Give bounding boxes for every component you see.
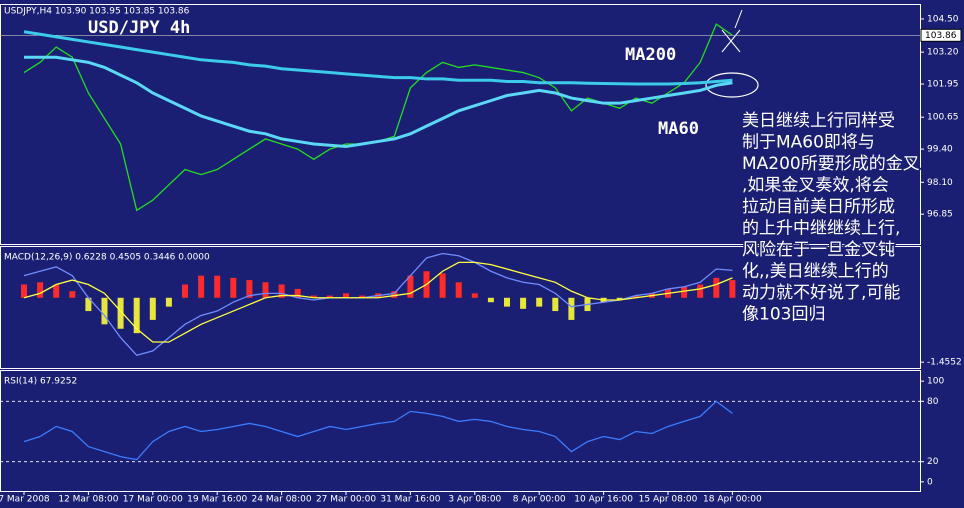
- histogram-bar: [487, 297, 494, 303]
- annotation-text: MA200所要形成的金叉: [742, 154, 920, 174]
- highlight-ellipse: [705, 72, 759, 98]
- histogram-bar: [246, 280, 253, 298]
- y-tick-label: 0: [927, 477, 933, 487]
- histogram-bar: [69, 291, 76, 298]
- series-line: [23, 252, 733, 357]
- histogram-bar: [439, 273, 446, 298]
- y-tick-label: -1.4552: [927, 358, 962, 368]
- histogram-bar: [310, 295, 317, 298]
- y-tick-label: 96.85: [927, 210, 953, 220]
- x-tick-label: 8 Apr 00:00: [513, 495, 566, 505]
- histogram-bar: [391, 291, 398, 298]
- y-tick-label: 20: [927, 457, 939, 467]
- chart-title: USD/JPY 4h: [88, 18, 190, 38]
- ma-label: MA60: [658, 119, 699, 139]
- histogram-bar: [198, 275, 205, 298]
- y-tick-label: 103.20: [927, 48, 959, 58]
- y-tick-label: 100.65: [927, 113, 959, 123]
- rsi-label: RSI(14) 67.9252: [4, 377, 77, 387]
- y-tick-label: 100: [927, 377, 944, 387]
- histogram-bar: [504, 297, 510, 307]
- annotation-text: 拉动目前美日所形成: [742, 197, 895, 217]
- annotation-text: ,如果金叉奏效,将会: [742, 176, 889, 196]
- x-tick-label: 27 Mar 00:00: [316, 495, 376, 505]
- annotation-text: 的上升中继继续上行,: [742, 219, 900, 239]
- histogram-bar: [326, 295, 333, 298]
- series-line: [23, 400, 733, 461]
- annotation-text: 动力就不好说了,可能: [742, 283, 900, 303]
- histogram-bar: [616, 297, 623, 300]
- histogram-bar: [697, 284, 704, 298]
- x-tick-label: 15 Apr 08:00: [639, 495, 698, 505]
- histogram-bar: [536, 297, 543, 307]
- histogram-bar: [681, 286, 688, 298]
- histogram-bar: [520, 297, 527, 309]
- histogram-bar: [294, 288, 301, 298]
- annotation-text: 风险在于一旦金叉钝: [742, 240, 895, 260]
- x-tick-label: 24 Mar 08:00: [252, 495, 312, 505]
- x-tick-label: 17 Mar 00:00: [123, 495, 183, 505]
- histogram-bar: [230, 277, 237, 298]
- y-tick-label: 98.10: [927, 178, 953, 188]
- x-tick-label: 12 Mar 08:00: [58, 495, 118, 505]
- ma-label: MA200: [625, 45, 676, 65]
- macd-frame: [0, 246, 921, 369]
- price-frame: [0, 4, 921, 245]
- macd-label: MACD(12,26,9) 0.6228 0.4505 0.3446 0.000…: [4, 253, 210, 263]
- histogram-bar: [133, 297, 140, 334]
- histogram-bar: [21, 284, 27, 298]
- y-tick-label: 101.95: [927, 80, 959, 90]
- symbol-header: USDJPY,H4 103.90 103.95 103.85 103.86: [4, 7, 190, 17]
- histogram-bar: [359, 295, 366, 298]
- histogram-bar: [713, 277, 720, 298]
- histogram-bar: [729, 280, 736, 298]
- cross-marks: [721, 9, 743, 53]
- y-tick-label: 80: [927, 397, 939, 407]
- histogram-bar: [149, 297, 156, 320]
- histogram-bar: [343, 293, 349, 298]
- annotation-text: 美日继续上行同样受: [742, 111, 895, 131]
- histogram-bar: [85, 297, 92, 312]
- histogram-bar: [278, 284, 285, 298]
- moving-average: [24, 55, 733, 149]
- x-tick-label: 10 Apr 16:00: [574, 495, 633, 505]
- histogram-bar: [182, 284, 188, 298]
- histogram-bar: [568, 297, 575, 320]
- histogram-bar: [101, 297, 108, 325]
- histogram-bar: [214, 275, 221, 298]
- histogram-bar: [455, 282, 462, 298]
- frames: [0, 4, 921, 492]
- series-line: [23, 261, 733, 343]
- histogram-bar: [632, 295, 639, 298]
- rsi-frame: [0, 370, 921, 492]
- y-tick-label: 99.40: [927, 145, 953, 155]
- x-tick-label: 3 Apr 08:00: [448, 495, 501, 505]
- current-price-label: 103.86: [925, 31, 957, 41]
- annotation-text: 制于MA60即将与: [742, 133, 875, 153]
- annotation-text: 化,,美日继续上行的: [742, 262, 889, 282]
- x-tick-label: 18 Apr 00:00: [703, 495, 762, 505]
- histogram-bar: [471, 293, 478, 298]
- histogram-bar: [117, 297, 124, 329]
- histogram-bar: [552, 297, 559, 312]
- x-tick-label: 19 Mar 16:00: [187, 495, 247, 505]
- moving-average: [23, 30, 733, 86]
- histogram-bar: [53, 284, 60, 298]
- x-tick-label: 7 Mar 2008: [0, 495, 50, 505]
- annotation-text: 像103回归: [742, 305, 825, 325]
- histogram-bar: [407, 275, 414, 298]
- histogram-bar: [37, 282, 44, 298]
- x-tick-label: 31 Mar 16:00: [380, 495, 440, 505]
- histogram-bar: [262, 282, 269, 298]
- histogram-bar: [165, 297, 172, 307]
- y-tick-label: 104.50: [927, 14, 959, 24]
- current-price-box: [920, 28, 962, 42]
